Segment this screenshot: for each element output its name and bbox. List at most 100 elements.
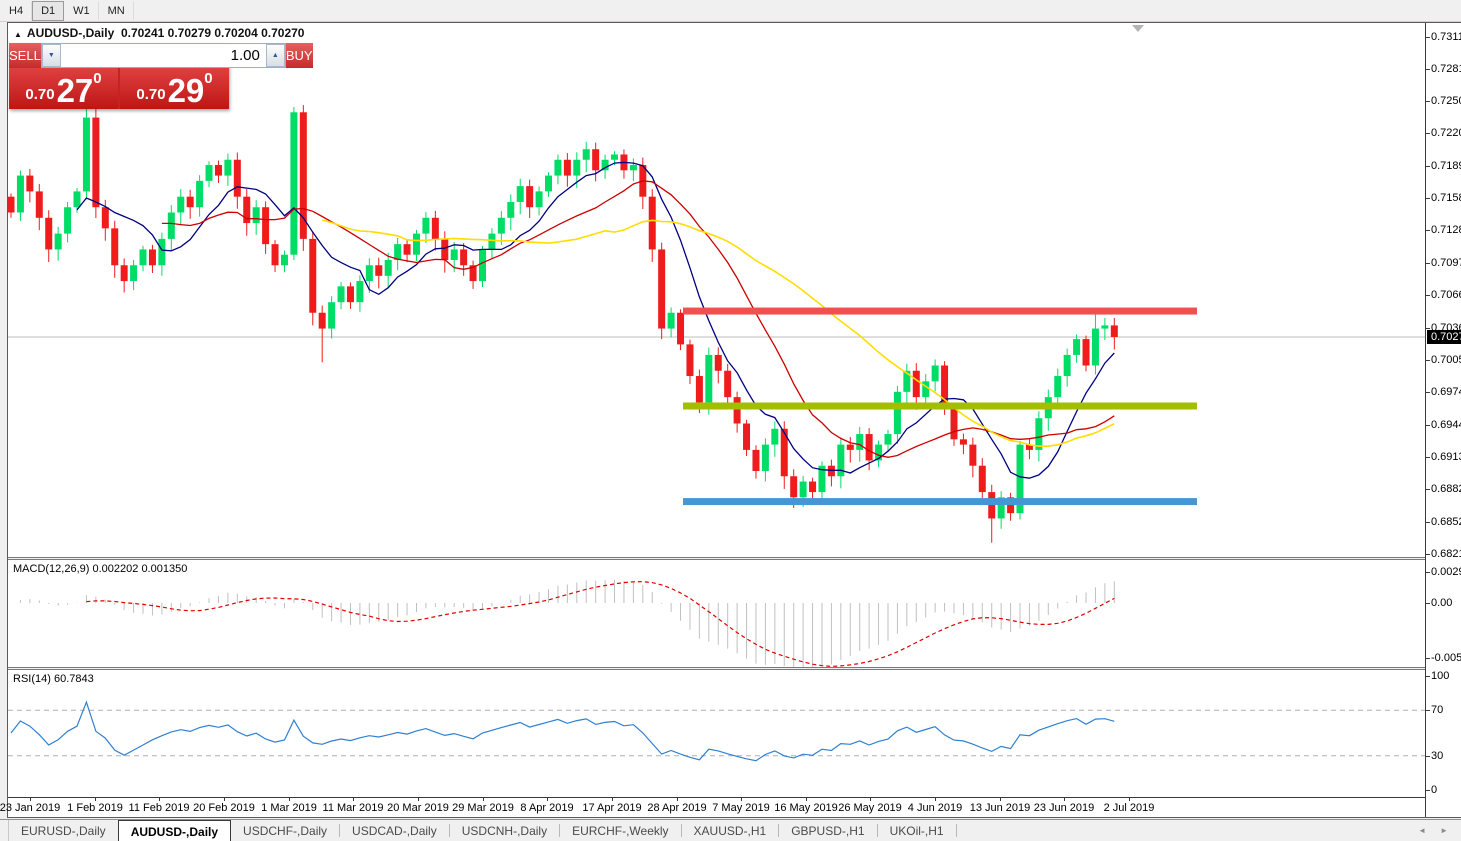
buy-button[interactable]: BUY: [285, 43, 313, 68]
volume-increase-icon[interactable]: ▲: [265, 44, 285, 67]
date-axis-label: 26 May 2019: [838, 802, 902, 814]
buy-price-button[interactable]: 0.70 29 0: [120, 68, 229, 109]
axis-tick: [1426, 263, 1430, 264]
chart-tab-EURUSD-Daily[interactable]: EURUSD-,Daily: [21, 824, 106, 838]
date-tick: [353, 798, 354, 801]
rsi-chart-canvas[interactable]: [8, 670, 1425, 797]
current-price-tag: 0.70270: [1427, 330, 1461, 344]
date-tick: [95, 798, 96, 801]
date-tick: [30, 798, 31, 801]
axis-tick: [1426, 457, 1430, 458]
macd-signal-line: [86, 581, 1115, 667]
chart-tab-UKOil-H1[interactable]: UKOil-,H1: [889, 824, 944, 838]
tab-separator: [559, 824, 561, 837]
chart-tab-GBPUSD-H1[interactable]: GBPUSD-,H1: [791, 824, 865, 838]
rsi-axis-label: 100: [1431, 670, 1450, 682]
volume-spinner: ▼ ▲: [40, 43, 286, 68]
date-tick: [483, 798, 484, 801]
price-chart-canvas[interactable]: [8, 23, 1425, 557]
date-axis-label: 1 Mar 2019: [261, 802, 317, 814]
macd-chart-canvas[interactable]: [8, 560, 1425, 667]
chart-tab-USDCNH-Daily[interactable]: USDCNH-,Daily: [461, 824, 548, 838]
tab-separator: [680, 824, 682, 837]
price-axis-label: 0.68210: [1431, 548, 1461, 560]
macd-axis-label: 0.00: [1431, 597, 1453, 609]
timeframe-button-MN[interactable]: MN: [99, 0, 134, 21]
tab-separator: [778, 824, 780, 837]
axis-tick: [1426, 230, 1430, 231]
date-axis-label: 13 Jun 2019: [969, 802, 1031, 814]
macd-value-signal: 0.001350: [141, 563, 188, 575]
chart-tab-XAUUSD-H1[interactable]: XAUUSD-,H1: [693, 824, 767, 838]
axis-tick: [1426, 554, 1430, 555]
macd-name: MACD(12,26,9): [13, 563, 90, 575]
rsi-axis-label: 30: [1431, 750, 1444, 762]
price-axis-label: 0.70050: [1431, 354, 1461, 366]
sell-price-sup: 0: [93, 70, 102, 87]
date-axis-label: 28 Apr 2019: [647, 802, 707, 814]
date-axis-label: 11 Mar 2019: [322, 802, 384, 814]
price-axis-label: 0.69440: [1431, 419, 1461, 431]
axis-tick: [1426, 392, 1430, 393]
date-axis[interactable]: 23 Jan 2019 1 Feb 2019 11 Feb 2019 20 Feb 2…: [0, 797, 1425, 817]
chart-tab-AUDUSD-Daily[interactable]: AUDUSD-,Daily: [117, 820, 232, 841]
chart-tab-EURCHF-Weekly[interactable]: EURCHF-,Weekly: [572, 824, 669, 838]
tab-separator: [448, 824, 450, 837]
date-axis-label: 8 Apr 2019: [520, 802, 574, 814]
tab-scroll-buttons: ◄ ►: [1411, 820, 1461, 841]
price-axis-label: 0.68520: [1431, 516, 1461, 528]
timeframe-button-W1[interactable]: W1: [64, 0, 99, 21]
chart-shift-end-icon[interactable]: [1132, 25, 1144, 32]
rsi-axis-label: 70: [1431, 704, 1444, 716]
axis-tick: [1426, 756, 1430, 757]
date-tick: [677, 798, 678, 801]
mid-support-line: [683, 402, 1197, 410]
ma-mid: [161, 180, 1115, 458]
resistance-line: [683, 307, 1197, 315]
date-axis-label: 23 Jun 2019: [1033, 802, 1095, 814]
chart-title: ▲ AUDUSD-,Daily 0.70241 0.70279 0.70204 0…: [14, 26, 304, 40]
price-axis[interactable]: 0.73115 0.72810 0.72505 0.72200 0.71890 0.715…: [1425, 23, 1461, 817]
axis-tick: [1426, 133, 1430, 134]
tab-scroll-right-icon[interactable]: ►: [1440, 826, 1448, 835]
chart-tab-USDCAD-Daily[interactable]: USDCAD-,Daily: [352, 824, 437, 838]
chart-tab-bar: EURUSD-,Daily AUDUSD-,Daily USDCHF-,Daily U…: [0, 819, 1461, 841]
date-axis-label: 2 Jul 2019: [1103, 802, 1155, 814]
chart-collapse-icon[interactable]: ▲: [14, 30, 22, 39]
timeframe-button-H4[interactable]: H4: [0, 0, 33, 21]
rsi-name: RSI(14): [13, 673, 51, 685]
buy-price-sup: 0: [204, 70, 213, 87]
date-tick: [224, 798, 225, 801]
one-click-trading-panel: SELL ▼ ▲ BUY 0.70 27 0 0.70 29 0: [9, 43, 313, 109]
axis-tick: [1426, 198, 1430, 199]
axis-tick: [1426, 676, 1430, 677]
volume-input[interactable]: [60, 44, 266, 67]
tab-separator: [876, 824, 878, 837]
sell-button[interactable]: SELL: [9, 43, 41, 68]
tab-scroll-left-icon[interactable]: ◄: [1418, 826, 1427, 835]
axis-tick: [1426, 710, 1430, 711]
price-axis-label: 0.70665: [1431, 289, 1461, 301]
price-axis-label: 0.72505: [1431, 95, 1461, 107]
panel-resize-handle[interactable]: [8, 667, 1461, 670]
axis-tick: [1426, 603, 1430, 604]
tab-separator: [339, 824, 341, 837]
date-axis-label: 7 May 2019: [712, 802, 770, 814]
axis-tick: [1426, 295, 1430, 296]
panel-resize-handle[interactable]: [8, 557, 1461, 560]
support-line: [683, 498, 1197, 506]
chart-symbol-period: AUDUSD-,Daily: [26, 26, 115, 40]
macd-histogram: [19, 579, 1115, 667]
sell-price-button[interactable]: 0.70 27 0: [9, 68, 118, 109]
volume-decrease-icon[interactable]: ▼: [41, 44, 61, 67]
date-tick: [289, 798, 290, 801]
date-tick: [159, 798, 160, 801]
macd-indicator-label: MACD(12,26,9) 0.002202 0.001350: [13, 563, 187, 575]
axis-tick: [1426, 360, 1430, 361]
timeframe-button-D1[interactable]: D1: [32, 0, 65, 21]
chart-tab-USDCHF-Daily[interactable]: USDCHF-,Daily: [243, 824, 328, 838]
price-axis-label: 0.72810: [1431, 63, 1461, 75]
chart-ohlc-values: 0.70241 0.70279 0.70204 0.70270: [120, 26, 305, 40]
price-axis-label: 0.68825: [1431, 483, 1461, 495]
ma-slow: [321, 219, 1115, 447]
